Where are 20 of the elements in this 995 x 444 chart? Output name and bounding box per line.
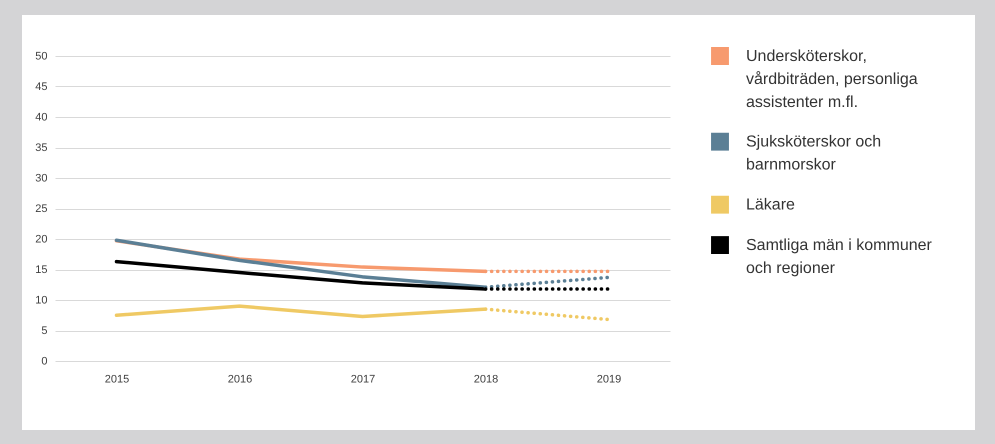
y-tick-label: 45 [35,81,48,93]
y-tick-label: 25 [35,203,48,215]
legend-label: Sjuksköterskor och barnmorskor [746,134,882,174]
x-tick-label: 2016 [228,374,252,386]
x-tick-label: 2018 [474,374,498,386]
x-tick-label: 2017 [350,374,376,386]
x-tick-label: 2015 [104,374,130,386]
y-tick-label: 20 [35,234,48,246]
y-tick-label: 30 [35,172,48,184]
y-tick-label: 40 [35,112,48,124]
y-tick-label: 35 [35,142,48,154]
y-tick-label: 10 [35,294,48,306]
legend-label: Undersköterskor, vårdbiträden, personliga assistenter m.fl. [746,48,918,111]
x-tick-label: 2019 [596,374,622,386]
y-tick-label: 0 [41,356,48,368]
y-tick-label: 50 [35,50,48,62]
y-tick-label: 15 [35,264,48,276]
legend-label: Samtliga män i kommuner och regioner [746,237,933,278]
y-tick-label: 5 [41,325,48,337]
legend-label: Läkare [746,196,796,214]
